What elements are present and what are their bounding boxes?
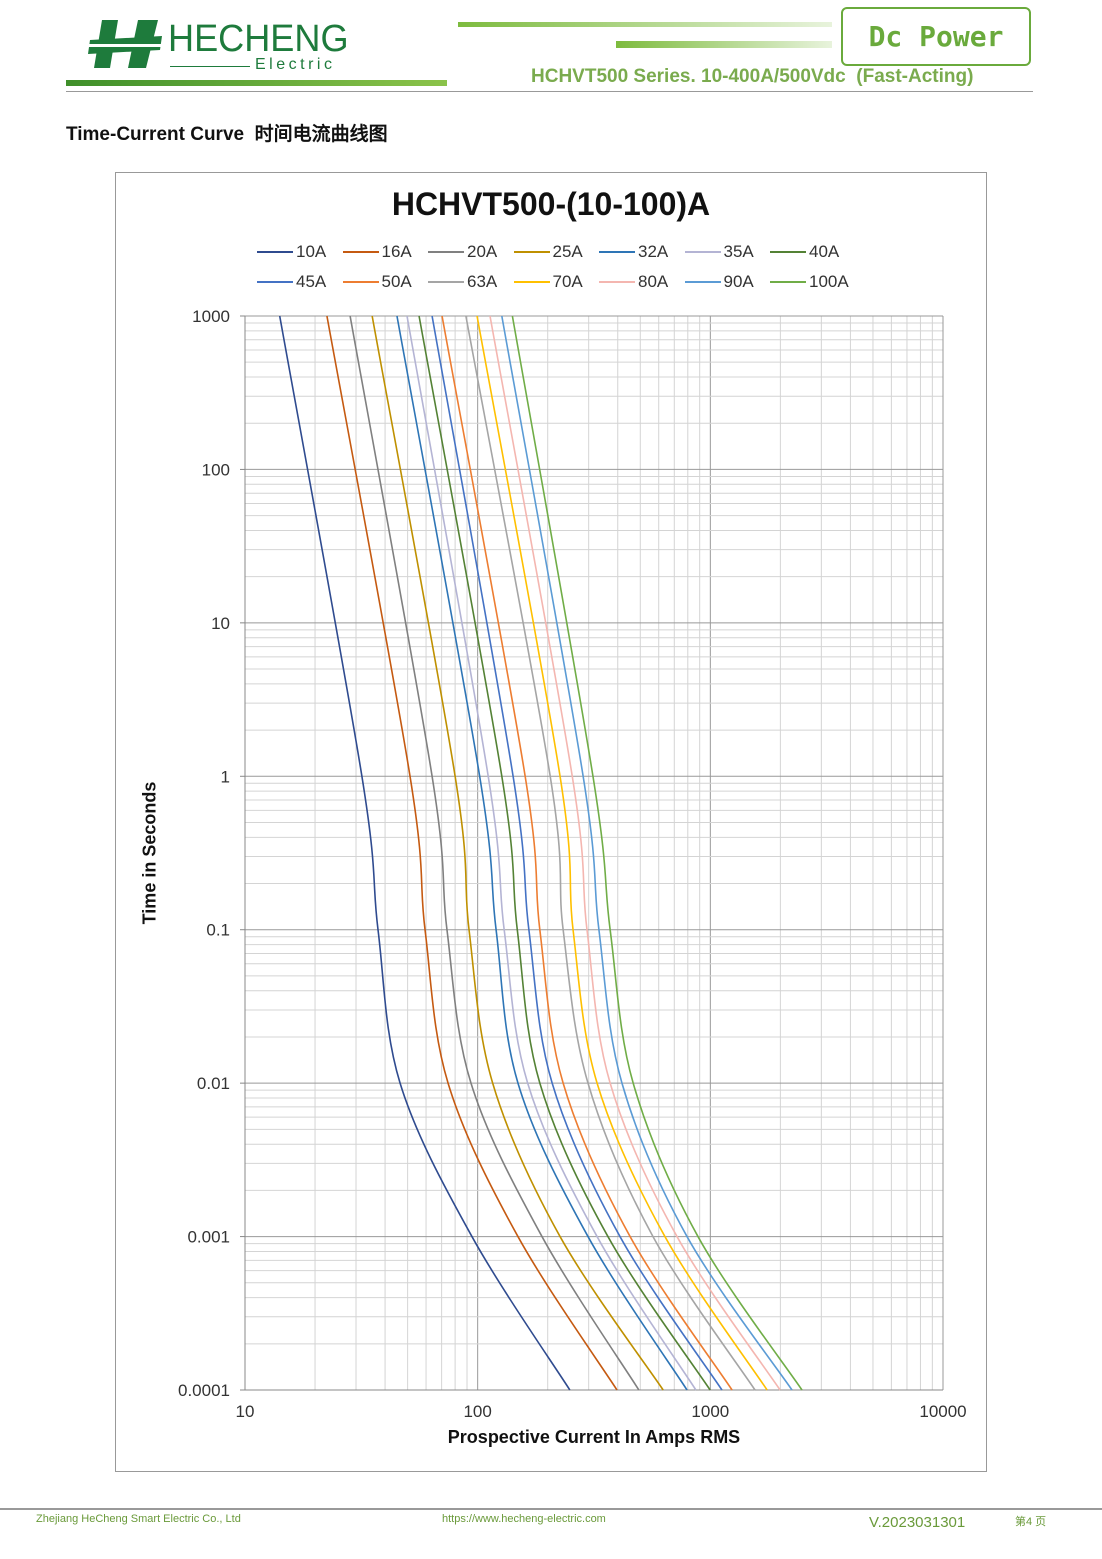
legend-swatch [342, 251, 379, 253]
curve-25a [371, 315, 664, 1391]
legend-label: 16A [381, 242, 412, 261]
curve-20a [349, 315, 640, 1391]
series-subtitle: HCHVT500 Series. 10-400A/500Vdc (Fast-Ac… [531, 66, 974, 87]
logo-h-icon [88, 20, 164, 68]
curve-63a [465, 315, 756, 1391]
legend-item: 100A [770, 272, 856, 292]
y-tick-label: 0.01 [197, 1074, 230, 1093]
header-divider [66, 91, 1033, 92]
curve-90a [501, 315, 793, 1391]
legend-item: 45A [257, 272, 343, 292]
legend-item: 35A [684, 242, 771, 262]
x-axis-title: Prospective Current In Amps RMS [447, 1427, 741, 1447]
y-tick-label: 10 [211, 614, 230, 633]
curve-10a [278, 315, 571, 1391]
y-tick-label: 100 [202, 460, 230, 479]
legend-swatch [513, 281, 550, 283]
company-logo [88, 18, 164, 72]
legend-swatch [770, 251, 806, 253]
footer-page-number: 第4 页 [1015, 1516, 1047, 1528]
y-tick-label: 1000 [192, 307, 230, 326]
x-tick-label: 100 [463, 1402, 491, 1421]
logo-subtext: Electric [255, 56, 336, 73]
legend-item: 32A [599, 242, 685, 262]
legend-label: 40A [809, 242, 840, 261]
logo-name: HECHENG [168, 18, 349, 60]
legend-swatch [428, 251, 464, 253]
legend-swatch [257, 251, 293, 253]
dc-power-badge: Dc Power [841, 7, 1031, 66]
legend-item: 50A [342, 272, 429, 292]
legend-item: 63A [428, 272, 514, 292]
legend-item: 25A [513, 242, 600, 262]
header-decor-line [458, 22, 832, 27]
legend-swatch [257, 281, 293, 283]
header-decor-line [616, 41, 832, 48]
legend-item: 16A [342, 242, 429, 262]
legend-swatch [342, 281, 379, 283]
legend-label: 90A [723, 272, 754, 291]
footer-company: Zhejiang HeCheng Smart Electric Co., Ltd [36, 1513, 241, 1525]
legend-swatch [770, 281, 806, 283]
header-green-bar [66, 80, 447, 86]
legend-label: 45A [296, 272, 327, 291]
legend-label: 10A [296, 242, 327, 261]
footer-divider [0, 1508, 1102, 1510]
legend-swatch [428, 281, 464, 283]
legend-item: 10A [257, 242, 343, 262]
footer-version: V.2023031301 [869, 1514, 966, 1531]
curve-100a [511, 315, 803, 1391]
legend-item: 90A [684, 272, 771, 292]
legend-swatch [684, 281, 721, 283]
y-tick-label: 0.0001 [178, 1381, 230, 1400]
legend-label: 25A [552, 242, 583, 261]
legend-row: 45A 50A 63A 70A 80A 90A 100A [257, 272, 856, 292]
y-tick-label: 0.1 [206, 921, 230, 940]
curve-32a [396, 315, 688, 1391]
legend-swatch [684, 251, 721, 253]
legend-label: 20A [467, 242, 498, 261]
chart-frame [115, 172, 987, 1472]
x-tick-label: 10 [236, 1402, 255, 1421]
legend-item: 20A [428, 242, 514, 262]
legend-label: 50A [381, 272, 412, 291]
curve-80a [489, 315, 781, 1391]
legend-swatch [513, 251, 550, 253]
curve-70a [476, 315, 768, 1391]
curve-35a [406, 315, 697, 1391]
legend-item: 40A [770, 242, 856, 262]
footer-url[interactable]: https://www.hecheng-electric.com [442, 1513, 606, 1525]
legend-item: 70A [513, 272, 600, 292]
legend-swatch [599, 251, 635, 253]
curve-40a [418, 315, 711, 1391]
legend-label: 100A [809, 272, 849, 291]
y-tick-label: 1 [221, 767, 230, 786]
curve-45a [431, 315, 723, 1391]
chart-title: HCHVT500-(10-100)A [391, 186, 711, 222]
legend-label: 80A [638, 272, 669, 291]
y-tick-label: 0.001 [187, 1228, 230, 1247]
curve-16a [326, 315, 618, 1391]
x-tick-label: 10000 [919, 1402, 966, 1421]
legend-swatch [599, 281, 635, 283]
y-axis-title: Time in Seconds [139, 781, 160, 925]
logo-underline [170, 66, 250, 67]
x-tick-label: 1000 [691, 1402, 729, 1421]
curve-50a [441, 315, 733, 1391]
legend-label: 70A [552, 272, 583, 291]
legend-item: 80A [599, 272, 685, 292]
legend-label: 63A [467, 272, 498, 291]
legend-label: 35A [723, 242, 754, 261]
legend-row: 10A 16A 20A 25A 32A 35A 40A [257, 242, 856, 262]
section-title: Time-Current Curve 时间电流曲线图 [66, 124, 388, 145]
legend-label: 32A [638, 242, 669, 261]
